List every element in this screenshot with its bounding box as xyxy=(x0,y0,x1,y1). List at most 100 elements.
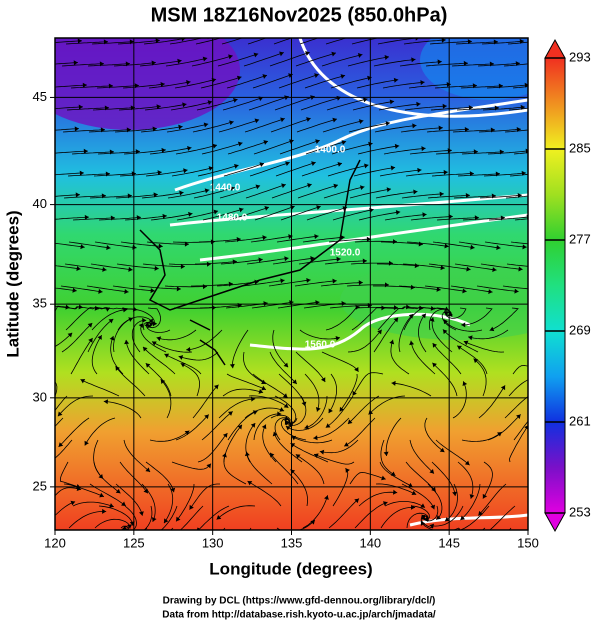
streamline xyxy=(123,439,151,473)
streamline xyxy=(121,307,156,327)
stream-arrow xyxy=(74,126,79,132)
streamline xyxy=(409,149,452,155)
stream-arrow xyxy=(109,503,114,508)
x-tick-label: 150 xyxy=(517,535,539,550)
stream-arrow xyxy=(233,98,238,103)
stream-arrow xyxy=(441,38,446,43)
stream-arrow xyxy=(176,286,181,292)
stream-arrow xyxy=(186,80,191,85)
stream-arrow xyxy=(328,408,333,414)
streamline xyxy=(243,351,266,385)
streamline xyxy=(296,118,338,133)
streamline xyxy=(253,413,282,441)
streamline xyxy=(123,526,148,530)
stream-arrow xyxy=(160,379,166,384)
credit: Data from http://database.rish.kyoto-u.a… xyxy=(162,610,436,621)
stream-arrow xyxy=(540,375,544,380)
stream-arrow xyxy=(465,193,470,198)
stream-arrow xyxy=(208,166,214,171)
streamline xyxy=(55,128,79,131)
stream-arrow xyxy=(84,440,89,446)
stream-arrow xyxy=(154,265,159,271)
streamline xyxy=(164,353,202,375)
streamline xyxy=(170,101,213,111)
stream-arrow xyxy=(160,81,165,87)
stream-arrow xyxy=(253,52,259,58)
stream-arrow xyxy=(545,37,549,42)
streamline xyxy=(146,307,161,329)
stream-arrow xyxy=(444,516,450,522)
streamline xyxy=(288,395,307,426)
streamline xyxy=(274,95,315,111)
streamline xyxy=(384,214,427,221)
streamline xyxy=(197,505,230,530)
stream-arrow xyxy=(258,389,264,394)
y-tick-label: 30 xyxy=(33,389,47,404)
stream-arrow xyxy=(422,212,427,218)
stream-arrow xyxy=(206,261,211,267)
stream-arrow xyxy=(366,236,371,242)
streamline xyxy=(432,241,475,249)
stream-arrow xyxy=(261,424,267,430)
stream-arrow xyxy=(420,521,426,526)
streamline xyxy=(164,285,208,288)
streamline xyxy=(55,380,58,398)
stream-arrow xyxy=(77,38,82,44)
streamline xyxy=(55,62,78,65)
stream-arrow xyxy=(203,122,209,128)
streamline xyxy=(113,62,156,67)
streamline xyxy=(502,285,528,290)
streamline xyxy=(477,62,520,67)
stream-arrow xyxy=(412,123,417,129)
streamline xyxy=(403,39,446,45)
streamline xyxy=(295,453,325,485)
streamline xyxy=(405,461,437,492)
stream-arrow xyxy=(386,187,392,193)
streamline xyxy=(124,215,167,221)
streamline xyxy=(391,382,432,397)
stream-arrow xyxy=(164,353,170,359)
streamline xyxy=(140,322,167,353)
streamline xyxy=(431,317,453,353)
streamline xyxy=(148,81,191,89)
streamline xyxy=(120,241,163,247)
streamline xyxy=(55,287,77,292)
stream-arrow xyxy=(186,346,191,352)
stream-arrow xyxy=(147,323,152,329)
stream-arrow xyxy=(178,355,184,360)
streamline xyxy=(484,241,527,248)
streamline xyxy=(117,39,160,45)
streamline xyxy=(305,141,347,155)
stream-arrow xyxy=(281,183,286,189)
streamline xyxy=(180,363,200,397)
streamline xyxy=(285,417,324,431)
streamline xyxy=(357,145,400,155)
stream-arrow xyxy=(436,286,441,292)
streamline xyxy=(455,41,498,45)
streamline xyxy=(149,147,192,155)
streamline xyxy=(67,173,110,177)
streamline xyxy=(90,263,133,271)
streamline xyxy=(55,172,84,176)
streamline xyxy=(456,107,499,111)
streamline xyxy=(273,38,293,45)
streamline xyxy=(171,167,214,177)
stream-arrow xyxy=(473,358,479,364)
stream-arrow xyxy=(341,140,347,145)
colorbar-tick-label: 253 xyxy=(569,504,591,519)
stream-arrow xyxy=(333,183,338,189)
streamline xyxy=(427,483,443,520)
stream-arrow xyxy=(442,329,448,335)
stream-arrow xyxy=(462,381,468,387)
streamline xyxy=(197,432,228,463)
streamline xyxy=(196,98,238,111)
streamline xyxy=(222,388,264,397)
streamline xyxy=(218,398,256,419)
x-tick-label: 130 xyxy=(202,535,224,550)
streamline xyxy=(381,241,423,245)
stream-arrow xyxy=(306,277,311,283)
contour-label: 1440.0 xyxy=(210,183,241,194)
streamline xyxy=(61,63,104,67)
stream-arrow xyxy=(279,51,284,57)
stream-arrow xyxy=(102,508,107,514)
